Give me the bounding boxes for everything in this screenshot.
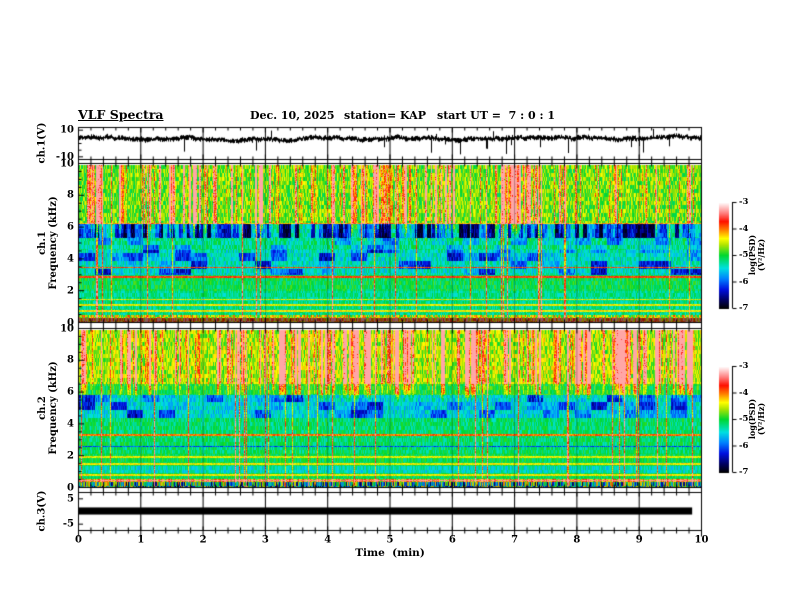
tick-label: 10	[60, 124, 74, 136]
colorbar2-label: log(PSD)(V²/Hz)	[747, 398, 766, 440]
tick-label: 6	[67, 386, 74, 398]
tick-label: -10	[55, 151, 74, 163]
tick-label: 9	[635, 534, 643, 546]
ch1-spec-ylabel: ch.1 Frequency (kHz)	[37, 196, 59, 290]
tick-label: 0	[67, 317, 74, 328]
tick-label: 2	[67, 450, 74, 462]
ch3-wave-ylabel: ch.3(V)	[36, 490, 48, 532]
tick-label: 5	[67, 493, 74, 505]
tick-label: -7	[739, 467, 749, 477]
colorbar1-label: log(PSD)(V²/Hz)	[747, 234, 766, 276]
tick-label: 0	[67, 482, 74, 493]
time-axis-label: Time (min)	[355, 547, 425, 559]
tick-label: -7	[739, 303, 749, 313]
tick-label: 10	[694, 534, 709, 546]
tick-label: -5	[739, 250, 749, 260]
tick-label: 10	[60, 323, 74, 334]
tick-label: 10	[60, 158, 74, 169]
tick-label: 7	[511, 534, 519, 546]
tick-label: 2	[67, 285, 74, 297]
tick-label: -6	[739, 276, 749, 287]
ch2-spec-ylabel: ch.2 Frequency (kHz)	[37, 361, 59, 455]
tick-label: 8	[67, 189, 74, 201]
tick-label: 0	[75, 534, 82, 546]
tick-label: 5	[386, 534, 394, 546]
header-date: Dec. 10, 2025	[250, 109, 335, 122]
ch1-wave-ylabel: ch.1(V)	[36, 122, 48, 164]
tick-label: -4	[739, 387, 749, 398]
tick-label: -5	[62, 518, 74, 530]
tick-label: 2	[199, 534, 207, 546]
tick-label: -5	[739, 414, 749, 424]
header-station: station= KAP	[344, 109, 426, 122]
tick-label: 8	[67, 354, 74, 366]
header-start-ut: start UT = 7 : 0 : 1	[437, 109, 555, 122]
tick-label: -3	[739, 197, 749, 207]
tick-label: -3	[739, 361, 749, 371]
tick-label: 1	[137, 534, 145, 546]
tick-label: 6	[67, 221, 74, 233]
figure-title: VLF Spectra	[78, 107, 164, 122]
tick-label: 4	[324, 534, 332, 546]
tick-label: 4	[67, 418, 74, 430]
tick-label: -6	[739, 440, 749, 451]
tick-label: -4	[739, 223, 749, 234]
tick-label: 4	[67, 253, 74, 265]
tick-label: 3	[261, 534, 269, 546]
tick-label: 6	[448, 534, 456, 546]
tick-label: 8	[573, 534, 581, 546]
